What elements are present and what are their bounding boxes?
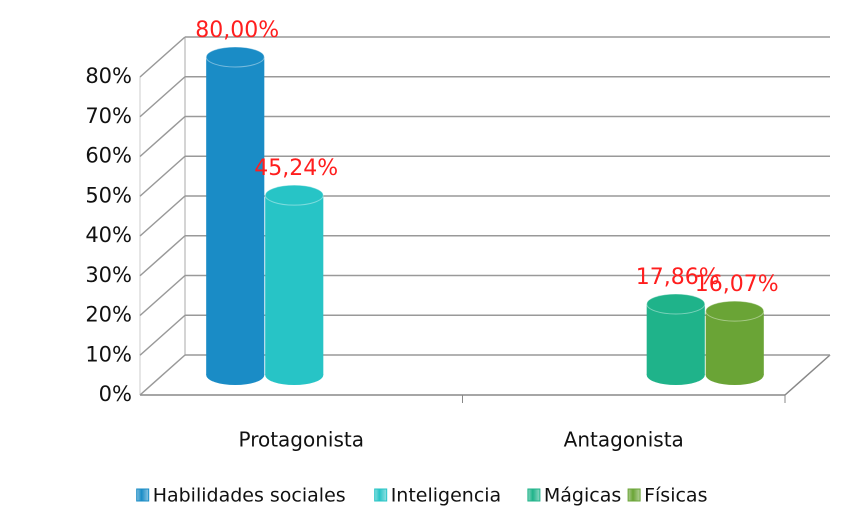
bar-body: [705, 311, 764, 375]
y-tick-label: 30%: [85, 263, 132, 287]
legend-label: Físicas: [644, 485, 707, 507]
grid-slant: [139, 155, 186, 197]
bar: [646, 293, 706, 385]
grid-slant: [139, 195, 186, 237]
grid-slant: [139, 235, 186, 277]
value-label: 45,24%: [254, 156, 338, 181]
y-tick-label: 40%: [85, 223, 132, 247]
legend-swatch: [627, 488, 641, 502]
y-tick-label: 20%: [85, 303, 132, 327]
legend-swatch: [136, 488, 150, 502]
bar-body: [646, 304, 705, 375]
x-tick-label: Protagonista: [238, 428, 364, 452]
y-tick-label: 50%: [85, 183, 132, 207]
bar-top: [264, 184, 324, 206]
grid-slant: [139, 314, 186, 356]
grid-slant: [139, 115, 186, 158]
y-tick-label: 60%: [85, 144, 132, 168]
legend-label: Mágicas: [544, 485, 621, 507]
floor-right: [784, 354, 831, 396]
value-label: 80,00%: [195, 18, 279, 43]
y-tick-label: 0%: [99, 382, 132, 406]
grid-slant: [139, 274, 186, 317]
legend-label: Inteligencia: [391, 485, 502, 507]
grid-slant: [139, 76, 186, 118]
y-tick-label: 80%: [85, 64, 132, 88]
x-tick-label: Antagonista: [564, 428, 684, 452]
bar: [264, 184, 324, 385]
value-label: 16,07%: [695, 272, 779, 297]
bar-body: [206, 57, 265, 375]
legend-swatch: [374, 488, 388, 502]
bar-top: [646, 293, 706, 315]
bar-top: [705, 300, 765, 322]
value-label: 17,86%: [636, 265, 720, 290]
y-tick-label: 10%: [85, 342, 132, 366]
bar-body: [265, 195, 324, 375]
bar-top: [205, 46, 265, 68]
y-tick-label: 70%: [85, 104, 132, 128]
bar: [705, 300, 765, 385]
bar: [205, 46, 265, 385]
grid-slant: [139, 36, 186, 78]
grid-slant: [139, 354, 186, 396]
legend-label: Habilidades sociales: [153, 485, 346, 507]
legend-swatch: [527, 488, 541, 502]
